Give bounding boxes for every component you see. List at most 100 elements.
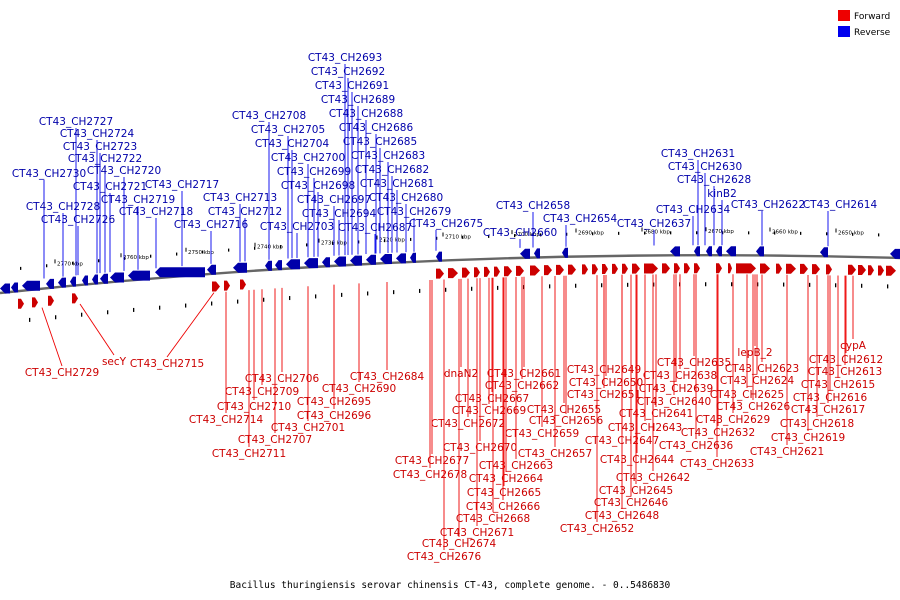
reverse-gene — [265, 260, 272, 271]
leader-line — [79, 303, 115, 356]
forward-gene — [484, 266, 490, 277]
strand-marker — [419, 288, 421, 293]
gene-label-forward: CT43_CH2665 — [467, 487, 541, 499]
forward-gene — [694, 263, 700, 274]
reverse-gene — [820, 247, 828, 258]
gene-label-forward: CT43_CH2651 — [567, 389, 641, 401]
strand-marker — [696, 231, 698, 235]
strand-marker — [332, 241, 334, 245]
strand-marker — [107, 310, 109, 315]
forward-gene — [224, 280, 230, 291]
gene-label-forward: CT43_CH2636 — [659, 440, 734, 452]
forward-gene — [662, 263, 670, 274]
gene-label-reverse: CT43_CH2658 — [496, 200, 570, 212]
strand-marker — [488, 234, 490, 238]
strand-marker — [592, 232, 594, 236]
reverse-gene — [756, 246, 764, 257]
reverse-gene — [562, 247, 568, 258]
strand-marker — [289, 296, 291, 301]
strand-marker — [878, 233, 880, 237]
strand-marker — [98, 259, 100, 263]
strand-marker — [575, 283, 577, 288]
gene-label-forward: CT43_CH2707 — [238, 434, 312, 446]
strand-marker — [462, 235, 464, 239]
gene-label-forward: CT43_CH2714 — [189, 414, 264, 426]
gene-label-forward: CT43_CH2643 — [608, 422, 682, 434]
strand-marker — [280, 245, 282, 249]
gene-label-forward: secY — [102, 356, 127, 368]
reverse-gene — [0, 283, 10, 294]
gene-label-reverse: CT43_CH2730 — [12, 168, 86, 180]
gene-label-reverse: CT43_CH2630 — [668, 161, 742, 173]
forward-gene — [516, 265, 524, 276]
legend: Forward Reverse — [838, 10, 891, 38]
gene-label-reverse: CT43_CH2679 — [377, 206, 451, 218]
strand-marker — [254, 246, 256, 250]
gene-label-forward: CT43_CH2624 — [720, 375, 795, 387]
reverse-gene — [694, 246, 700, 257]
gene-label-forward: CT43_CH2612 — [809, 354, 883, 366]
reverse-gene — [155, 267, 205, 278]
forward-gene — [736, 263, 756, 274]
forward-gene — [32, 297, 38, 308]
reverse-gene — [520, 248, 530, 259]
forward-gene — [556, 264, 564, 275]
forward-gene — [544, 265, 552, 276]
reverse-gene — [534, 248, 540, 259]
forward-gene — [494, 266, 500, 277]
reverse-gene — [322, 257, 330, 268]
gene-label-forward: CT43_CH2615 — [801, 379, 875, 391]
gene-label-forward: CT43_CH2672 — [431, 418, 505, 430]
strand-marker — [566, 232, 568, 236]
gene-label-reverse: CT43_CH2718 — [119, 206, 193, 218]
reverse-gene — [726, 246, 736, 257]
reverse-gene — [233, 262, 247, 273]
gene-label-forward: dnaN2 — [444, 368, 478, 380]
strand-marker — [358, 240, 360, 244]
forward-strand-genes — [18, 263, 896, 309]
gene-label-forward: CT43_CH2625 — [710, 389, 784, 401]
gene-label-forward: CT43_CH2659 — [505, 428, 579, 440]
gene-label-reverse: kinB2 — [707, 188, 737, 200]
forward-gene — [776, 263, 782, 274]
gene-label-reverse: CT43_CH2631 — [661, 148, 735, 160]
strand-marker — [540, 233, 542, 237]
gene-label-forward: CT43_CH2710 — [217, 401, 291, 413]
gene-label-forward: CT43_CH2655 — [527, 404, 601, 416]
reverse-gene — [110, 272, 124, 283]
forward-gene — [504, 266, 512, 277]
gene-label-forward: CT43_CH2706 — [245, 373, 320, 385]
gene-label-reverse: CT43_CH2719 — [101, 194, 175, 206]
strand-marker — [809, 282, 811, 287]
reverse-strand-genes — [0, 246, 900, 294]
gene-label-reverse: CT43_CH2691 — [315, 80, 389, 92]
forward-gene — [800, 263, 808, 274]
reverse-gene — [82, 275, 88, 286]
gene-label-reverse: CT43_CH2686 — [339, 122, 414, 134]
gene-label-forward: CT43_CH2640 — [637, 396, 711, 408]
strand-marker — [306, 243, 308, 247]
gene-label-forward: CT43_CH2657 — [518, 448, 592, 460]
strand-marker — [202, 250, 204, 254]
gene-label-forward: cypA — [840, 340, 867, 352]
strand-marker — [705, 282, 707, 287]
gene-label-forward: CT43_CH2669 — [452, 405, 526, 417]
tick-label: 2770 kbp — [57, 261, 83, 267]
strand-marker — [861, 283, 863, 288]
reverse-gene — [366, 254, 376, 265]
reverse-gene — [22, 280, 40, 291]
gene-label-forward: CT43_CH2711 — [212, 448, 286, 460]
gene-label-forward: CT43_CH2676 — [407, 551, 482, 563]
reverse-gene — [92, 274, 98, 285]
strand-marker — [471, 286, 473, 291]
forward-gene — [826, 264, 832, 275]
forward-gene — [786, 263, 796, 274]
gene-label-forward: CT43_CH2648 — [585, 510, 659, 522]
strand-marker — [436, 236, 438, 240]
reverse-gene — [100, 273, 108, 284]
strand-marker — [731, 282, 733, 287]
reverse-gene — [716, 246, 722, 257]
gene-label-reverse: CT43_CH2704 — [255, 138, 330, 150]
strand-marker — [263, 297, 265, 302]
